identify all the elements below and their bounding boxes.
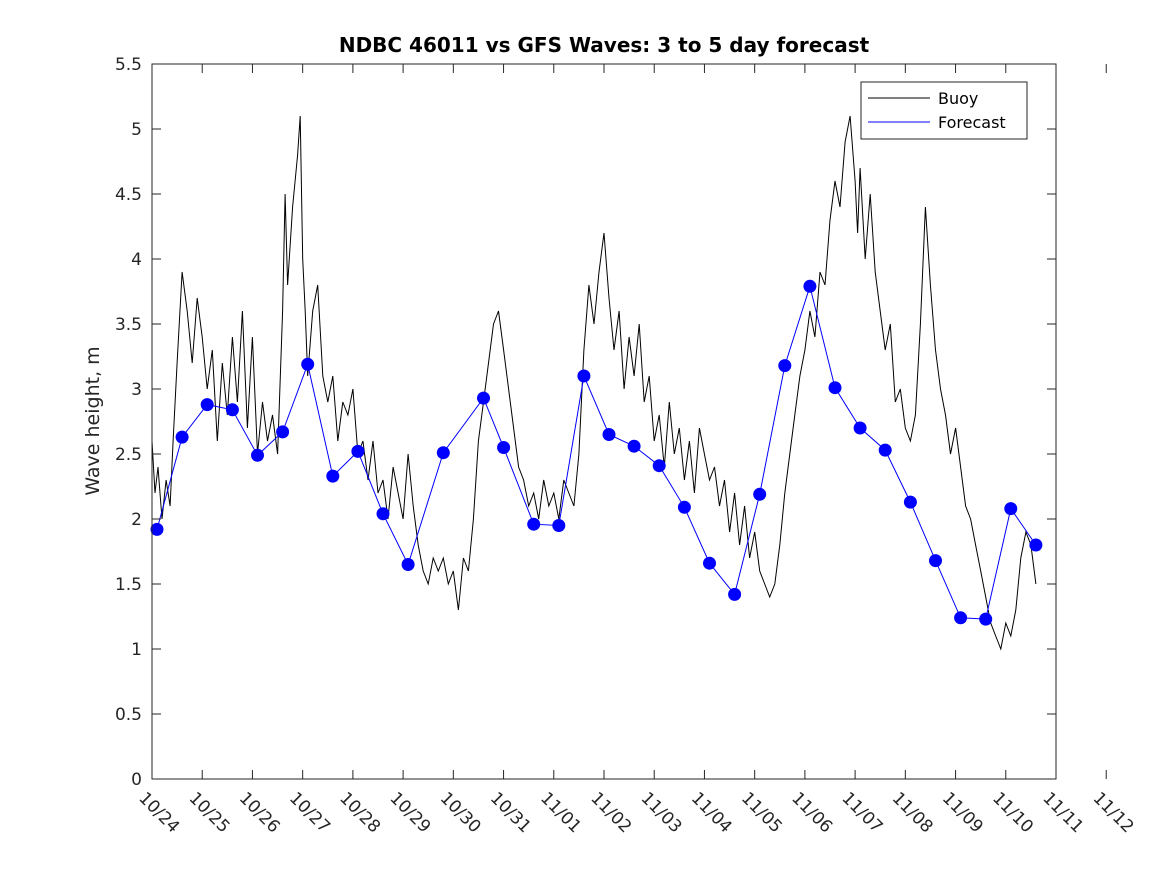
forecast-point <box>929 554 942 568</box>
forecast-point <box>878 443 892 457</box>
forecast-point <box>376 507 390 521</box>
forecast-point <box>903 495 917 509</box>
forecast-point <box>853 421 867 435</box>
forecast-point <box>627 439 641 453</box>
legend-box <box>860 81 1028 140</box>
forecast-point <box>251 448 264 462</box>
y-tick-label: 1.5 <box>115 575 142 595</box>
y-tick-label: 1 <box>131 640 142 660</box>
y-tick-label: 0.5 <box>115 705 142 725</box>
forecast-point <box>753 487 767 501</box>
legend: Buoy Forecast <box>860 81 1028 140</box>
forecast-point <box>1029 538 1043 552</box>
forecast-point <box>497 441 511 454</box>
forecast-point <box>276 425 290 439</box>
forecast-point <box>954 611 968 625</box>
y-tick-label: 4.5 <box>115 185 142 205</box>
forecast-point <box>200 398 214 412</box>
buoy-series-line <box>151 115 1037 651</box>
chart-title: NDBC 46011 vs GFS Waves: 3 to 5 day fore… <box>339 33 870 57</box>
forecast-point <box>301 357 315 371</box>
forecast-point <box>351 444 365 458</box>
forecast-point <box>652 459 666 473</box>
forecast-point <box>552 519 566 532</box>
forecast-point <box>803 279 817 293</box>
forecast-point <box>728 587 742 601</box>
y-tick-label: 3.5 <box>115 315 142 335</box>
forecast-point <box>828 381 842 395</box>
forecast-point <box>436 446 450 460</box>
y-tick-label: 2.5 <box>115 445 142 465</box>
forecast-point <box>527 517 541 531</box>
y-tick-label: 3 <box>131 380 142 400</box>
legend-forecast-label: Forecast <box>938 113 1006 132</box>
forecast-point <box>979 612 993 626</box>
y-tick-label: 0 <box>131 770 142 790</box>
forecast-point <box>401 558 415 571</box>
forecast-point <box>175 430 189 444</box>
plot-content <box>150 115 1043 651</box>
forecast-point <box>326 469 340 483</box>
y-tick-label: 2 <box>131 510 142 530</box>
forecast-point <box>703 556 716 570</box>
forecast-point <box>225 403 239 417</box>
forecast-point <box>150 522 164 536</box>
y-tick-label: 5 <box>131 120 142 140</box>
legend-buoy-label: Buoy <box>938 89 978 108</box>
y-tick-label: 4 <box>131 250 142 270</box>
y-tick-label: 5.5 <box>115 55 142 75</box>
forecast-point <box>1004 502 1018 516</box>
forecast-point <box>778 359 792 373</box>
forecast-point <box>477 391 490 405</box>
forecast-point <box>677 500 691 514</box>
forecast-point <box>577 369 591 383</box>
forecast-point <box>602 428 616 441</box>
y-axis-label: Wave height, m <box>82 346 104 495</box>
